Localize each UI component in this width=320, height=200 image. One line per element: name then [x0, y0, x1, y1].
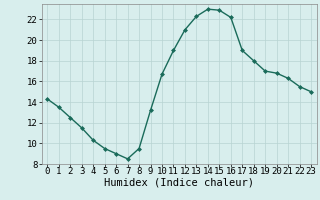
X-axis label: Humidex (Indice chaleur): Humidex (Indice chaleur) [104, 178, 254, 188]
